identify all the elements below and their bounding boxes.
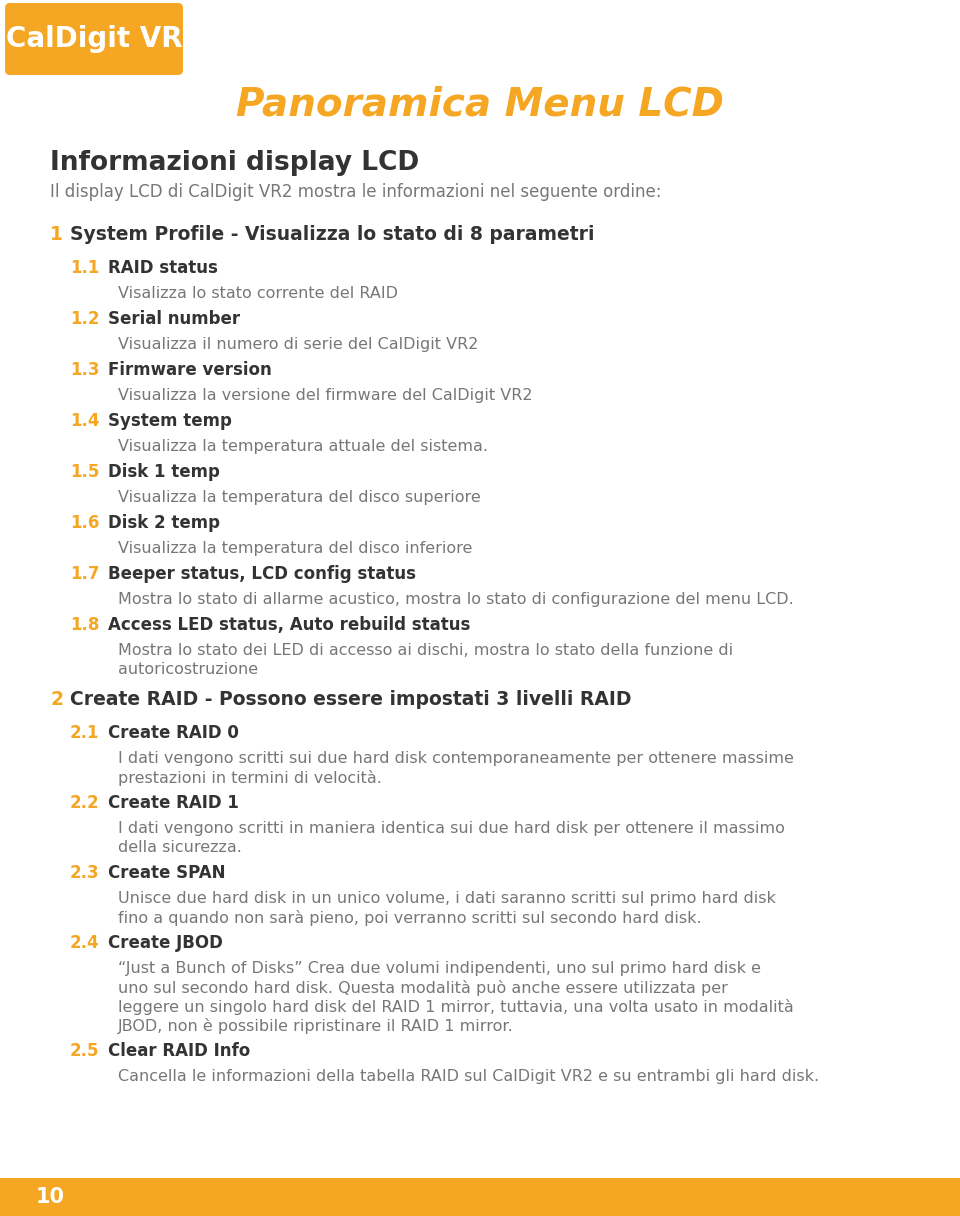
Text: Cancella le informazioni della tabella RAID sul CalDigit VR2 e su entrambi gli h: Cancella le informazioni della tabella R… [118,1069,819,1083]
Text: Visualizza la temperatura attuale del sistema.: Visualizza la temperatura attuale del si… [118,439,488,454]
Text: I dati vengono scritti sui due hard disk contemporaneamente per ottenere massime: I dati vengono scritti sui due hard disk… [118,751,794,766]
Text: 1.4: 1.4 [70,412,100,430]
Text: Visualizza la temperatura del disco inferiore: Visualizza la temperatura del disco infe… [118,541,472,556]
Text: 1.6: 1.6 [70,514,100,533]
Text: Visualizza la temperatura del disco superiore: Visualizza la temperatura del disco supe… [118,490,481,505]
Text: 1.3: 1.3 [70,361,100,379]
Text: Mostra lo stato di allarme acustico, mostra lo stato di configurazione del menu : Mostra lo stato di allarme acustico, mos… [118,592,794,607]
Text: 1.2: 1.2 [70,310,100,328]
Text: System Profile - Visualizza lo stato di 8 parametri: System Profile - Visualizza lo stato di … [70,225,594,244]
Text: 2.4: 2.4 [70,934,100,952]
Text: 1.5: 1.5 [70,463,100,482]
Text: I dati vengono scritti in maniera identica sui due hard disk per ottenere il mas: I dati vengono scritti in maniera identi… [118,821,785,837]
Text: System temp: System temp [108,412,232,430]
Text: Create SPAN: Create SPAN [108,865,226,882]
Text: autoricostruzione: autoricostruzione [118,662,258,677]
Text: 1.7: 1.7 [70,565,100,582]
Text: Disk 1 temp: Disk 1 temp [108,463,220,482]
Text: Create RAID 1: Create RAID 1 [108,794,239,812]
Text: Mostra lo stato dei LED di accesso ai dischi, mostra lo stato della funzione di: Mostra lo stato dei LED di accesso ai di… [118,643,733,658]
Text: 2.2: 2.2 [70,794,100,812]
Text: 2.5: 2.5 [70,1042,100,1060]
Text: 2.1: 2.1 [70,724,100,742]
Text: Create RAID 0: Create RAID 0 [108,724,239,742]
Text: “Just a Bunch of Disks” Crea due volumi indipendenti, uno sul primo hard disk e: “Just a Bunch of Disks” Crea due volumi … [118,961,761,976]
Text: Visualizza la versione del firmware del CalDigit VR2: Visualizza la versione del firmware del … [118,388,533,402]
Text: RAID status: RAID status [108,259,218,277]
Text: uno sul secondo hard disk. Questa modalità può anche essere utilizzata per: uno sul secondo hard disk. Questa modali… [118,980,728,996]
Text: CalDigit VR: CalDigit VR [6,26,182,54]
Text: prestazioni in termini di velocità.: prestazioni in termini di velocità. [118,770,382,786]
Text: Create RAID - Possono essere impostati 3 livelli RAID: Create RAID - Possono essere impostati 3… [70,689,632,709]
Text: fino a quando non sarà pieno, poi verranno scritti sul secondo hard disk.: fino a quando non sarà pieno, poi verran… [118,910,702,927]
Text: Visalizza lo stato corrente del RAID: Visalizza lo stato corrente del RAID [118,286,398,302]
Text: Serial number: Serial number [108,310,240,328]
Text: Access LED status, Auto rebuild status: Access LED status, Auto rebuild status [108,617,470,634]
Bar [0,1178,960,1216]
Text: Il display LCD di CalDigit VR2 mostra le informazioni nel seguente ordine:: Il display LCD di CalDigit VR2 mostra le… [50,182,661,201]
Text: Panoramica Menu LCD: Panoramica Menu LCD [236,86,724,124]
Text: leggere un singolo hard disk del RAID 1 mirror, tuttavia, una volta usato in mod: leggere un singolo hard disk del RAID 1 … [118,1000,794,1015]
Text: Informazioni display LCD: Informazioni display LCD [50,150,420,176]
Text: Create JBOD: Create JBOD [108,934,223,952]
Text: JBOD, non è possibile ripristinare il RAID 1 mirror.: JBOD, non è possibile ripristinare il RA… [118,1018,514,1034]
Text: 10: 10 [36,1187,64,1207]
Text: 1.1: 1.1 [70,259,100,277]
Text: Firmware version: Firmware version [108,361,272,379]
Text: 1.8: 1.8 [70,617,100,634]
Text: 1: 1 [50,225,62,244]
Text: Disk 2 temp: Disk 2 temp [108,514,220,533]
Text: Visualizza il numero di serie del CalDigit VR2: Visualizza il numero di serie del CalDig… [118,337,478,351]
Text: Unisce due hard disk in un unico volume, i dati saranno scritti sul primo hard d: Unisce due hard disk in un unico volume,… [118,891,776,906]
Text: 2: 2 [50,689,63,709]
Text: 2.3: 2.3 [70,865,100,882]
FancyBboxPatch shape [5,2,183,75]
Text: Beeper status, LCD config status: Beeper status, LCD config status [108,565,416,582]
Text: Clear RAID Info: Clear RAID Info [108,1042,251,1060]
Text: della sicurezza.: della sicurezza. [118,840,242,855]
